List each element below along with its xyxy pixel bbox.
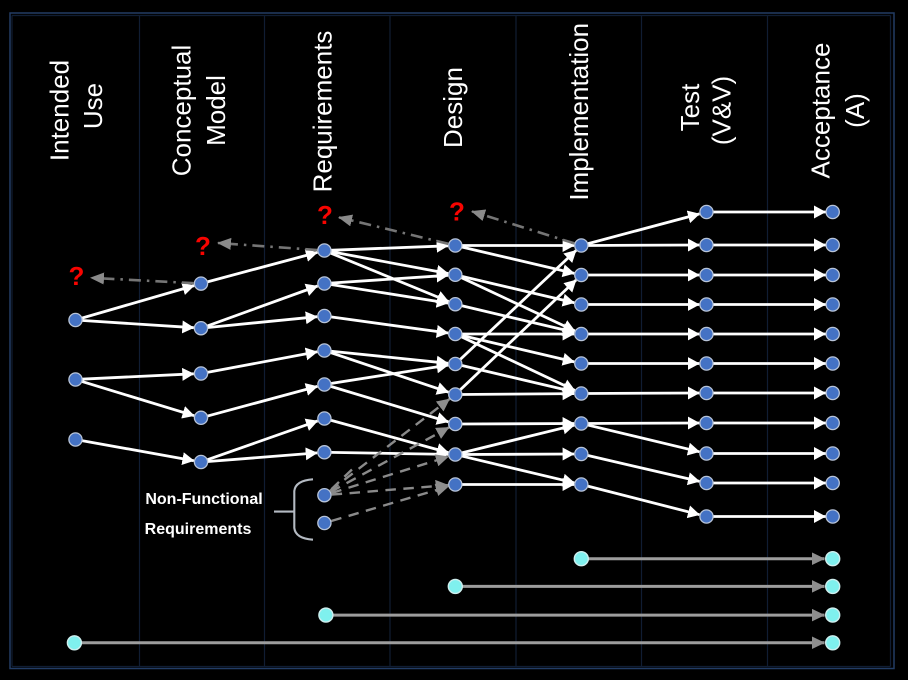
svg-text:Requirements: Requirements: [307, 31, 337, 193]
svg-text:Model: Model: [201, 75, 231, 146]
svg-text:Requirements: Requirements: [145, 521, 252, 538]
svg-text:Use: Use: [78, 83, 108, 129]
svg-text:(A): (A): [840, 93, 870, 128]
svg-text:?: ?: [69, 261, 85, 291]
svg-text:(V&V): (V&V): [706, 76, 736, 145]
svg-text:?: ?: [449, 197, 465, 227]
svg-text:Intended: Intended: [44, 60, 74, 161]
svg-text:Acceptance: Acceptance: [805, 43, 835, 179]
svg-text:?: ?: [195, 231, 211, 261]
svg-text:?: ?: [317, 200, 333, 230]
svg-text:Design: Design: [438, 67, 468, 148]
svg-text:Test: Test: [675, 83, 705, 131]
svg-text:Conceptual: Conceptual: [167, 45, 197, 177]
svg-text:Non-Functional: Non-Functional: [145, 491, 262, 508]
svg-text:Implementation: Implementation: [564, 23, 594, 201]
